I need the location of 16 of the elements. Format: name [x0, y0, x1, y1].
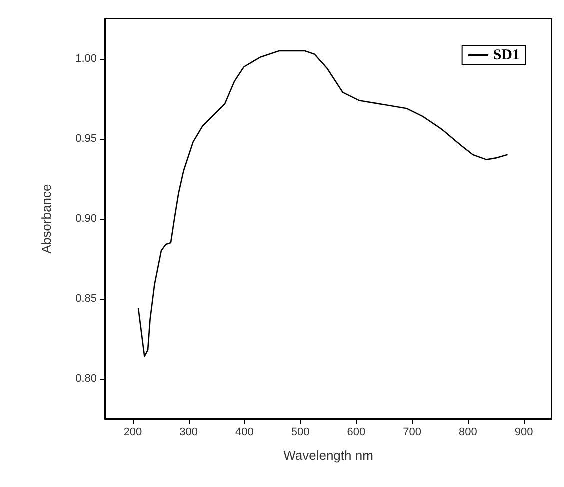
x-tick-label: 800 [459, 426, 478, 438]
y-axis-title: Absorbance [39, 184, 54, 254]
x-tick-label: 300 [180, 426, 198, 438]
y-tick-label: 0.95 [76, 133, 97, 145]
x-tick-label: 700 [403, 426, 422, 438]
x-tick-label: 500 [291, 426, 310, 438]
x-axis-title: Wavelength nm [284, 448, 374, 463]
y-tick-label: 0.90 [76, 213, 97, 225]
x-tick-label: 900 [514, 426, 534, 438]
x-tick-label: 600 [347, 426, 366, 438]
y-tick-label: 1.00 [76, 53, 97, 65]
x-tick-label: 200 [124, 426, 142, 438]
legend-label: SD1 [493, 48, 520, 64]
x-tick-label: 400 [236, 426, 254, 438]
y-tick-label: 0.85 [76, 293, 97, 305]
y-tick-label: 0.80 [76, 373, 97, 385]
